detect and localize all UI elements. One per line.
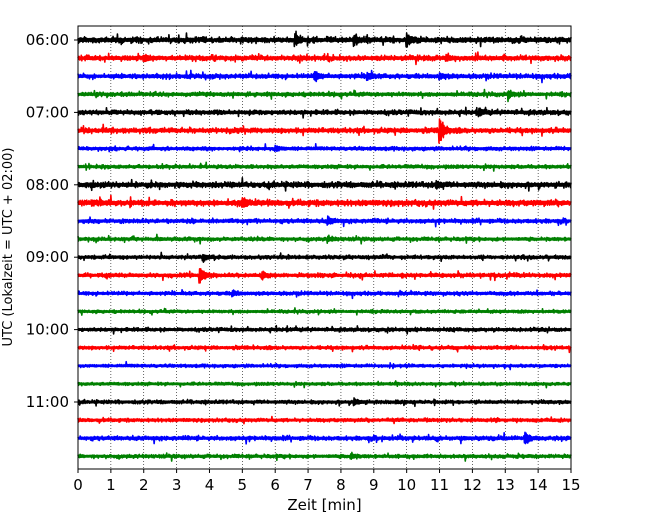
trace-10:15 [77, 343, 572, 354]
plot-frame [77, 25, 572, 470]
y-tick-label: 06:00 [26, 31, 69, 49]
x-axis-label: Zeit [min] [287, 496, 361, 514]
y-tick-label: 09:00 [26, 248, 69, 266]
trace-08:15 [77, 194, 572, 210]
x-tick-label: 11 [430, 476, 449, 494]
trace-06:00 [77, 30, 572, 48]
x-tick-label: 7 [303, 476, 313, 494]
x-tick-label: 3 [172, 476, 182, 494]
x-tick-label: 6 [270, 476, 280, 494]
x-tick-label: 14 [529, 476, 548, 494]
trace-10:45 [77, 380, 572, 389]
trace-07:30 [77, 142, 572, 153]
trace-07:45 [77, 161, 572, 172]
x-tick-label: 5 [238, 476, 248, 494]
y-axis-label: UTC (Lokalzeit = UTC + 02:00) [1, 148, 16, 347]
trace-08:30 [77, 215, 572, 228]
trace-06:45 [77, 88, 572, 103]
x-tick-label: 10 [397, 476, 416, 494]
trace-11:45 [77, 451, 572, 462]
y-tick-label: 08:00 [26, 176, 69, 194]
trace-08:00 [77, 177, 572, 192]
trace-09:30 [77, 288, 572, 300]
trace-07:15 [77, 118, 572, 144]
x-tick-label: 8 [336, 476, 346, 494]
x-tick-label: 15 [561, 476, 580, 494]
trace-11:15 [77, 415, 572, 425]
x-tick-label: 12 [463, 476, 482, 494]
seismic-traces [77, 30, 572, 462]
trace-08:45 [77, 233, 572, 245]
x-tick-label: 9 [369, 476, 379, 494]
trace-09:00 [77, 251, 572, 264]
x-tick-label: 2 [139, 476, 149, 494]
trace-10:00 [77, 324, 572, 335]
trace-06:30 [77, 69, 572, 84]
trace-11:30 [77, 431, 572, 445]
x-tick-label: 1 [106, 476, 116, 494]
trace-09:15 [77, 267, 572, 284]
trace-07:00 [77, 106, 572, 119]
trace-10:30 [77, 360, 572, 371]
y-tick-label: 10:00 [26, 321, 69, 339]
y-axis-ticks: 06:00 07:00 08:00 09:00 10:00 11:00 [26, 31, 78, 411]
y-tick-label: 11:00 [26, 393, 69, 411]
x-tick-label: 4 [205, 476, 215, 494]
trace-06:15 [77, 51, 572, 66]
x-tick-label: 13 [496, 476, 515, 494]
x-axis-ticks: 0 1 2 3 4 5 6 7 8 9 10 11 12 13 14 15 [73, 469, 581, 494]
x-tick-label: 0 [73, 476, 83, 494]
y-tick-label: 07:00 [26, 103, 69, 121]
trace-11:00 [77, 397, 572, 408]
trace-09:45 [77, 307, 572, 316]
